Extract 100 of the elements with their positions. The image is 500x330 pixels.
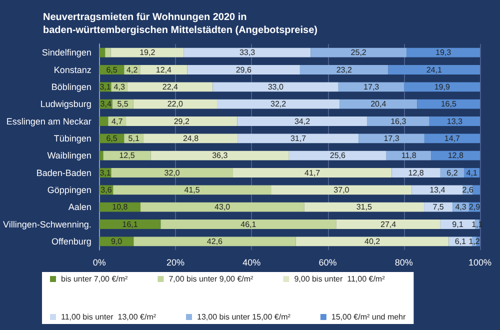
y-tick-label: Böblingen: [51, 82, 92, 92]
legend-label: 13,00 bis unter 15,00 €/m²: [197, 312, 291, 322]
data-label: 3,1: [100, 168, 112, 178]
data-label: 6,2: [446, 168, 458, 178]
bar: [184, 48, 311, 58]
bar: [105, 48, 111, 58]
data-label: 25,2: [350, 48, 367, 58]
bar: [472, 185, 480, 195]
data-label: 6,1: [454, 236, 467, 246]
bar: [238, 134, 359, 144]
data-label: 13,4: [430, 185, 446, 194]
data-label: 24,1: [426, 65, 442, 74]
bar: [128, 82, 213, 92]
bar: [429, 116, 480, 126]
data-label: 19,9: [434, 82, 450, 92]
data-label: 25,6: [330, 151, 346, 160]
data-label: 11,8: [401, 151, 417, 160]
y-tick-label: Sindelfingen: [42, 48, 92, 58]
x-tick-label: 100%: [468, 258, 492, 268]
data-label: 16,1: [122, 220, 138, 229]
bar: [336, 220, 440, 229]
bar: [424, 134, 480, 144]
legend-label: 9,00 bis unter 11,00 €/m²: [294, 274, 386, 284]
data-label: 4,2: [126, 65, 138, 74]
bar: [412, 185, 463, 195]
x-tick-label: 20%: [166, 258, 185, 268]
data-label: 12,8: [448, 151, 464, 160]
data-label: 43,0: [214, 202, 231, 212]
data-label: 33,3: [239, 48, 256, 58]
data-label: 31,7: [290, 134, 307, 143]
data-label: 33,0: [268, 82, 284, 92]
data-label: 3,4: [100, 100, 112, 109]
data-label: 22,4: [162, 82, 179, 92]
y-tick-label: Ludwigsburg: [40, 99, 92, 110]
y-tick-label: Esslingen am Neckar: [6, 116, 92, 126]
y-tick-label: Göppingen: [47, 184, 92, 195]
data-label: 7,5: [432, 202, 444, 212]
data-label: 5,1: [128, 134, 140, 143]
data-label: 27,4: [380, 220, 397, 229]
bar: [340, 99, 418, 109]
data-label: 34,2: [294, 116, 311, 126]
y-tick-label: Konstanz: [54, 64, 92, 75]
y-tick-label: Offenburg: [52, 236, 92, 246]
bar: [187, 65, 300, 74]
data-label: 2,9: [468, 202, 481, 212]
bar: [160, 220, 336, 229]
bar: [237, 116, 368, 126]
bar: [99, 150, 104, 160]
bar: [99, 116, 108, 126]
data-label: 19,2: [140, 48, 156, 58]
bar: [296, 236, 449, 246]
data-label: 14,7: [444, 134, 461, 143]
bar: [388, 65, 480, 74]
y-tick-label: Villingen-Schwenning.: [2, 219, 92, 230]
data-label: 46,1: [240, 220, 257, 229]
bar: [424, 202, 453, 212]
data-label: 40,2: [364, 236, 381, 246]
y-tick-label: Waiblingen: [47, 150, 92, 161]
bar: [310, 48, 407, 58]
data-label: 1,2: [468, 236, 480, 246]
data-label: 20,4: [370, 100, 387, 109]
data-label: 17,3: [384, 134, 400, 143]
bar: [113, 185, 272, 195]
data-label: 29,6: [236, 65, 252, 74]
bar: [140, 202, 304, 212]
bar: [111, 168, 233, 178]
data-label: 4,7: [112, 116, 124, 126]
legend-label: 15,00 €/m² und mehr: [331, 312, 406, 322]
data-label: 31,5: [356, 202, 372, 212]
data-label: 9,1: [452, 220, 464, 229]
bar: [110, 48, 184, 58]
data-label: 32,0: [164, 168, 180, 178]
bar: [232, 168, 392, 178]
bar: [406, 48, 480, 58]
bar: [144, 134, 238, 144]
chart-title: Neuvertragsmieten für Wohnungen 2020 in baden-württembergischen Mittelstädten (Angebotspreise): [43, 12, 318, 36]
bar: [133, 99, 217, 109]
bar: [99, 48, 106, 58]
x-tick-label: 40%: [242, 258, 261, 268]
bar: [404, 82, 480, 92]
bar: [338, 82, 404, 92]
data-label: 6,5: [106, 134, 118, 143]
data-label: 37,0: [334, 185, 350, 194]
data-label: 2,6: [462, 185, 474, 194]
bar: [271, 185, 412, 195]
data-label: 6,5: [106, 65, 118, 74]
data-label: 12,5: [119, 151, 136, 160]
data-label: 23,2: [336, 65, 352, 74]
bar: [358, 134, 424, 144]
data-label: 12,4: [156, 65, 172, 74]
data-label: 41,5: [184, 185, 200, 194]
data-label: 36,3: [212, 151, 228, 160]
bar: [99, 220, 161, 229]
data-label: 41,7: [304, 168, 321, 178]
data-label: 3,1: [100, 82, 112, 92]
data-label: 4,3: [455, 202, 467, 212]
bar: [126, 116, 238, 126]
data-label: 10,8: [112, 202, 128, 212]
bar: [217, 99, 340, 109]
data-label: 29,2: [174, 116, 190, 126]
